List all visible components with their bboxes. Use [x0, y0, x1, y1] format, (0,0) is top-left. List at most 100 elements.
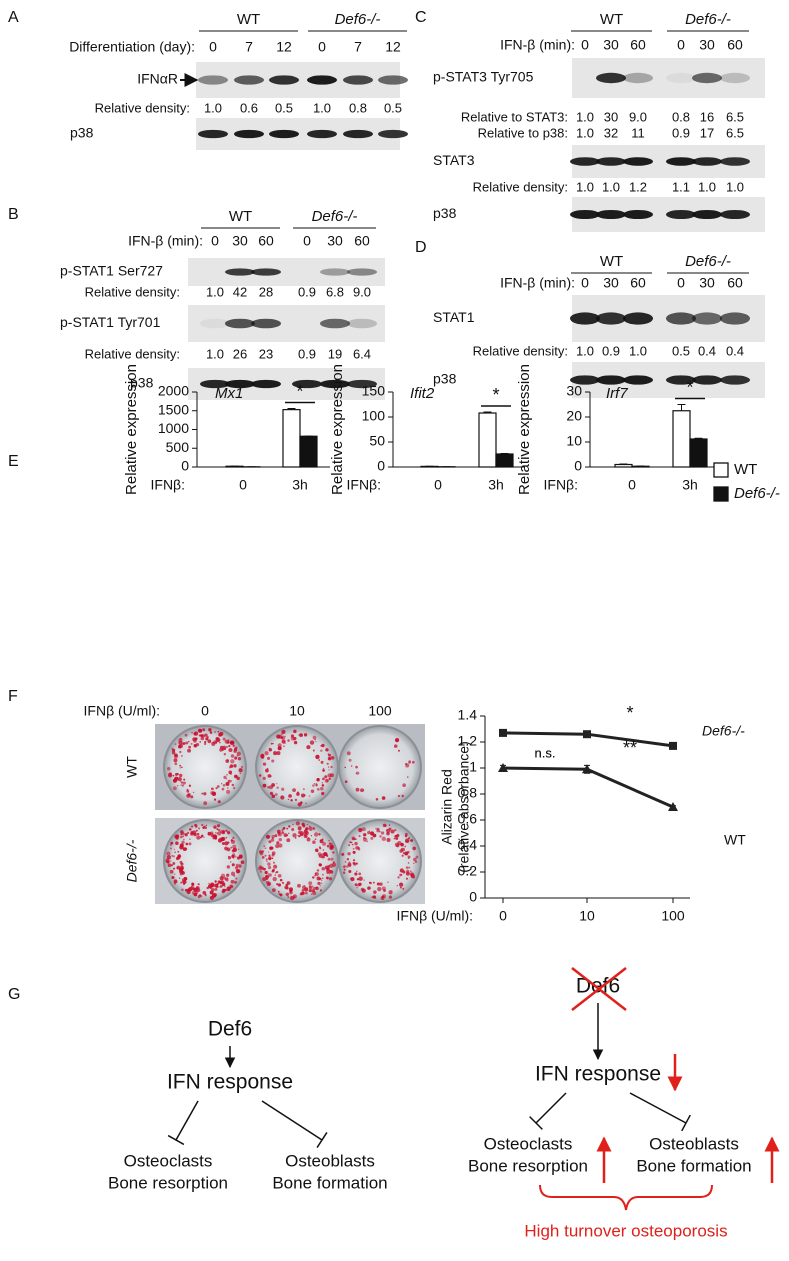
mineral: [400, 874, 403, 876]
mineral: [200, 834, 204, 838]
mineral: [310, 890, 312, 892]
mineral: [386, 837, 391, 843]
mineral: [180, 830, 184, 834]
mineral: [268, 873, 272, 877]
mineral: [205, 826, 207, 829]
mineral: [281, 729, 286, 734]
mineral: [204, 740, 207, 744]
mineral: [217, 831, 222, 836]
mineral: [311, 893, 313, 895]
mineral: [308, 886, 313, 890]
mineral: [326, 762, 329, 765]
mineral: [173, 758, 178, 763]
mineral: [278, 837, 282, 842]
mineral: [407, 776, 409, 778]
mineral: [221, 882, 226, 887]
band: [343, 129, 373, 139]
mineral: [357, 846, 360, 849]
density-label: Relative to STAT3:: [461, 109, 568, 124]
density-value: 0.4: [698, 343, 716, 358]
mineral: [230, 871, 236, 876]
blot-label: STAT3: [433, 152, 475, 168]
mineral: [217, 880, 221, 884]
mineral: [401, 854, 404, 857]
lane-label: 30: [603, 275, 619, 291]
mineral: [170, 860, 172, 862]
mineral: [347, 862, 352, 867]
mineral: [292, 788, 296, 793]
mineral: [288, 832, 290, 834]
density-label: Relative density:: [473, 179, 568, 194]
mineral: [235, 877, 238, 880]
mineral: [269, 785, 274, 790]
mineral: [402, 870, 406, 874]
band: [692, 375, 722, 385]
mineral: [205, 737, 209, 741]
mineral: [190, 742, 193, 745]
mineral: [283, 833, 288, 838]
mineral: [176, 865, 181, 870]
mineral: [355, 787, 360, 792]
marker: [668, 802, 678, 811]
band: [692, 157, 722, 166]
band: [666, 375, 696, 385]
mineral: [358, 835, 361, 838]
mineral: [352, 859, 356, 862]
mineral: [233, 747, 238, 751]
mineral: [188, 745, 192, 749]
mineral: [284, 885, 289, 890]
mineral: [271, 857, 274, 860]
mineral: [203, 836, 205, 839]
mineral: [273, 864, 278, 869]
mineral: [329, 870, 333, 874]
mineral: [197, 883, 199, 886]
density-value: 0.9: [602, 343, 620, 358]
mineral: [379, 835, 382, 838]
mineral: [228, 748, 233, 753]
mineral: [271, 834, 275, 839]
mineral: [179, 773, 183, 778]
mineral: [225, 778, 228, 780]
mineral: [356, 870, 358, 872]
mineral: [183, 876, 188, 881]
marker: [669, 741, 677, 750]
mineral: [181, 742, 185, 745]
band: [623, 209, 653, 220]
mineral: [288, 794, 292, 798]
band: [269, 75, 299, 85]
band: [596, 72, 626, 84]
mineral: [327, 857, 331, 861]
mineral: [172, 778, 177, 783]
mineral: [322, 841, 327, 846]
mineral: [177, 854, 182, 859]
panel-label: A: [8, 9, 19, 26]
mineral: [214, 731, 216, 733]
well: [338, 725, 422, 809]
target: Osteoclasts: [484, 1134, 573, 1153]
mineral: [286, 838, 291, 843]
mineral: [228, 855, 230, 858]
y-axis-label: Relative expression: [516, 364, 533, 495]
x-axis-label: IFNβ:: [347, 477, 382, 493]
plate-row-label: WT: [124, 756, 140, 778]
blot: [188, 258, 385, 286]
mineral: [267, 862, 271, 866]
mineral: [401, 847, 405, 852]
mineral: [277, 831, 281, 835]
annotation: *: [492, 385, 499, 405]
bar: [689, 438, 708, 468]
error-bar: [500, 453, 509, 454]
mineral: [275, 870, 279, 874]
mineral: [314, 874, 317, 877]
mineral: [202, 890, 207, 895]
mineral: [370, 836, 374, 840]
mineral: [231, 783, 235, 787]
mineral: [299, 832, 304, 837]
mineral: [294, 798, 298, 802]
mineral: [274, 793, 278, 796]
mineral: [222, 830, 226, 833]
mineral: [314, 738, 316, 741]
mineral: [405, 866, 409, 869]
mineral: [188, 784, 192, 787]
mineral: [410, 874, 415, 879]
